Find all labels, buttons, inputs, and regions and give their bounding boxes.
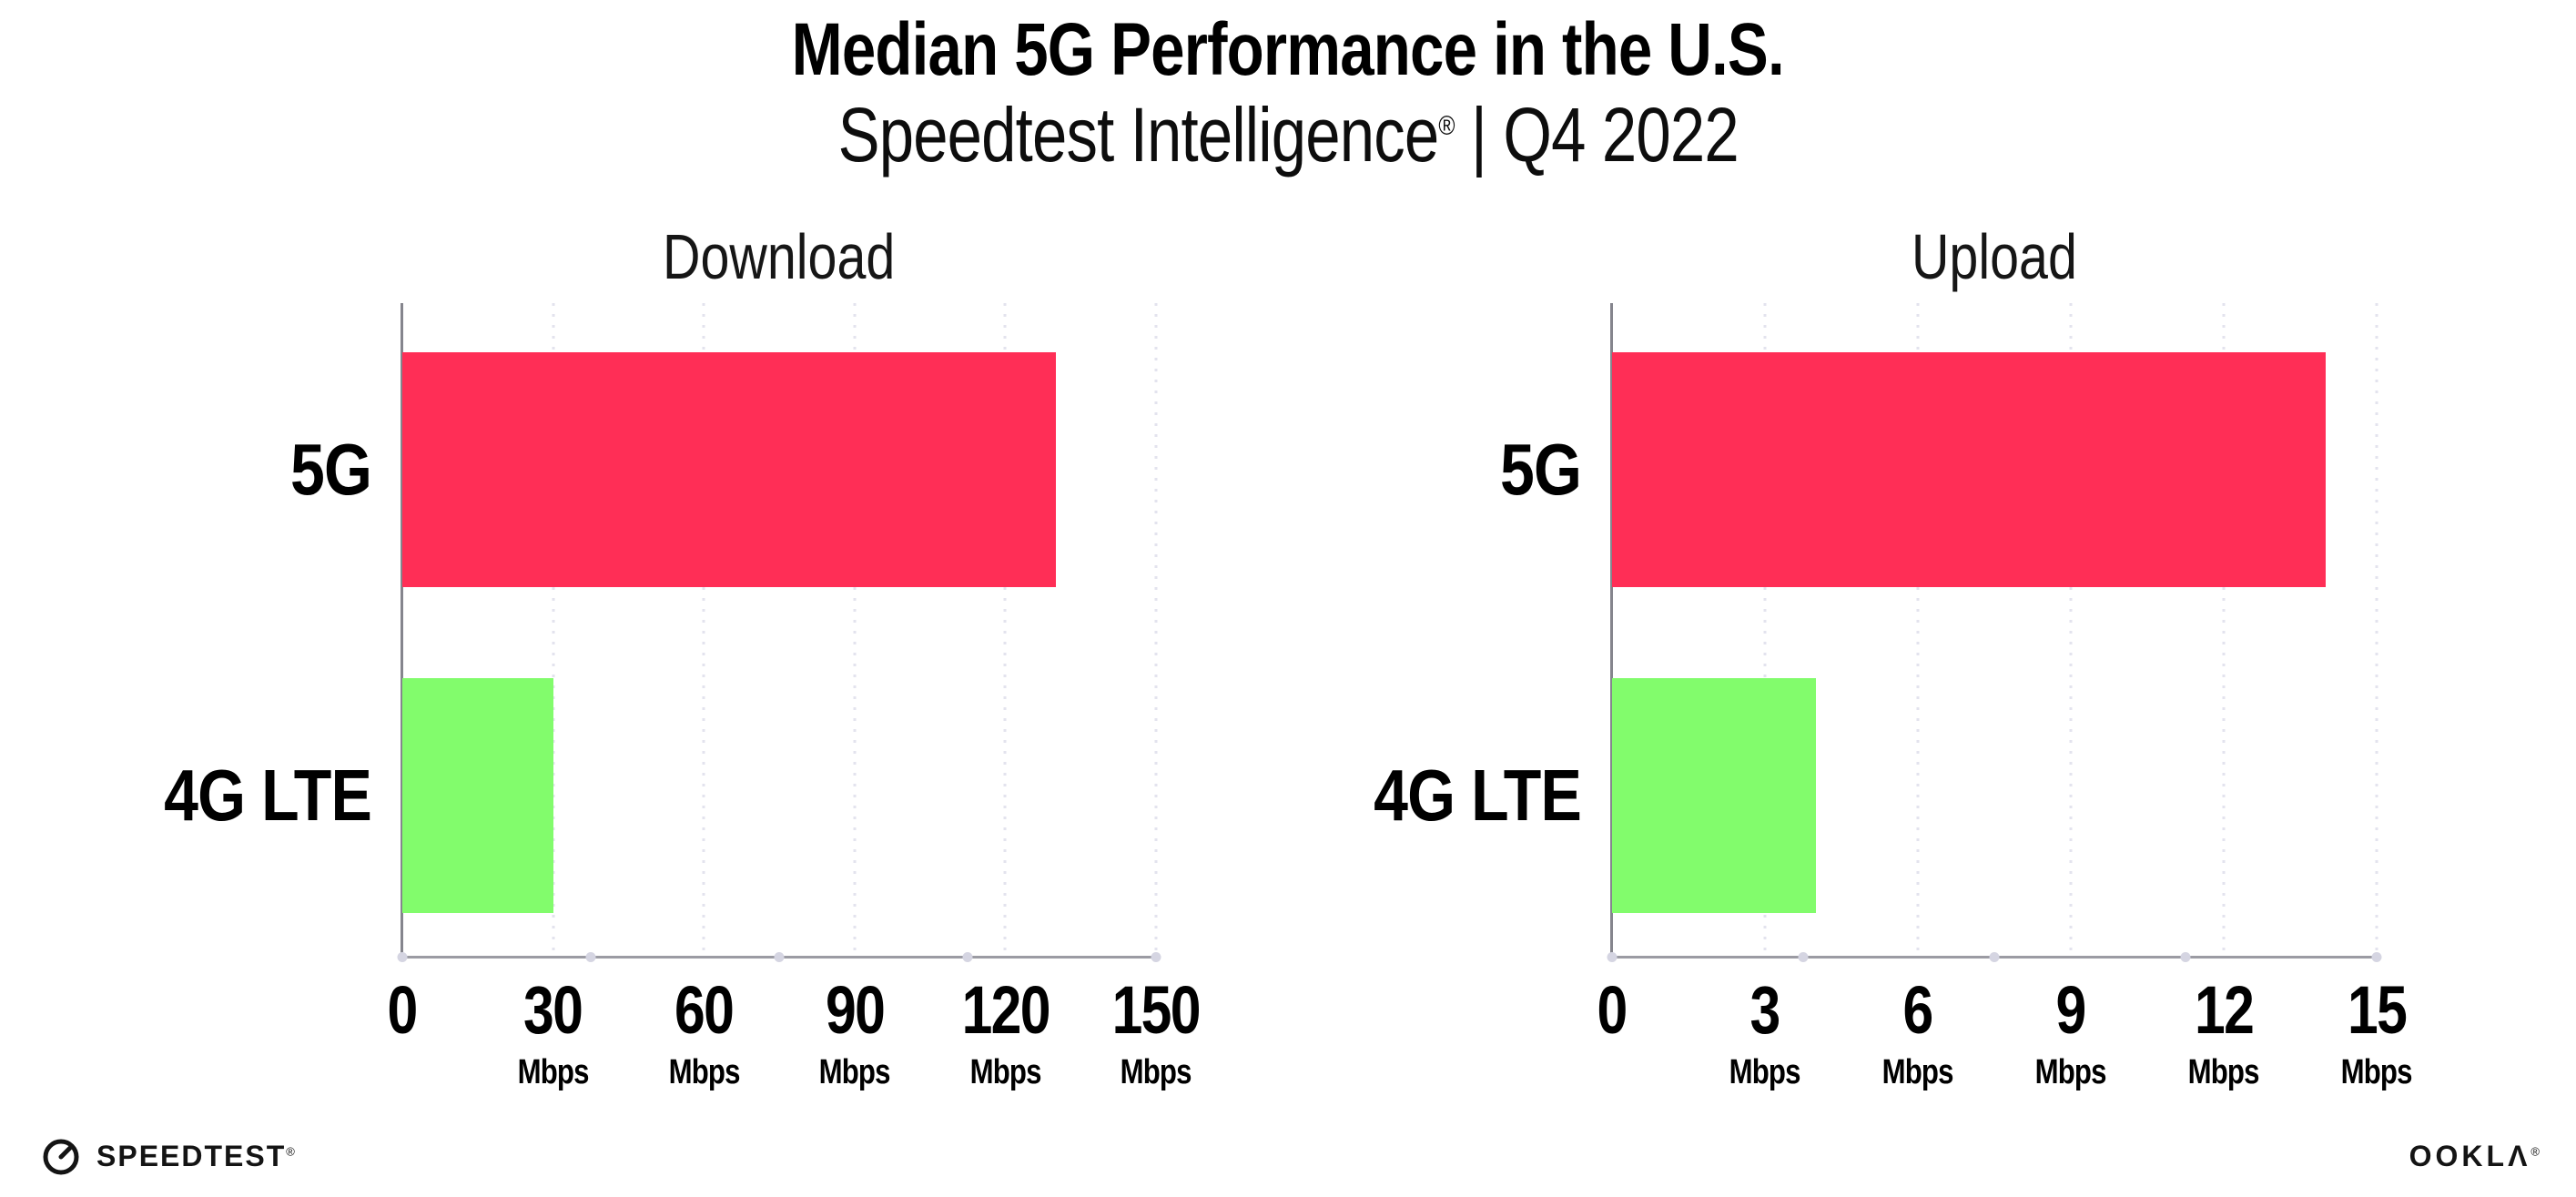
chart-title-download: Download: [663, 221, 896, 292]
x-tick-value: 6: [1902, 972, 1934, 1048]
gridline-30: [552, 303, 555, 956]
x-tick-value: 0: [387, 972, 419, 1048]
x-tick-unit: Mbps: [969, 1053, 1041, 1091]
y-axis-line: [401, 303, 403, 959]
gridline-12: [2222, 303, 2226, 956]
category-label-4g-lte: 4G LTE: [164, 755, 372, 836]
x-tick-value: 12: [2194, 972, 2255, 1048]
gridline-150: [1154, 303, 1158, 956]
category-label-5g: 5G: [1499, 429, 1582, 510]
registered-mark: ®: [1438, 111, 1455, 141]
plot-upload: 5G 4G LTE 0 3 Mbps 6 Mbps 9 Mbps 12 Mbps 15 Mbps: [1374, 303, 2413, 1090]
x-tick-value: 90: [825, 972, 886, 1048]
x-tick-value: 150: [1111, 972, 1202, 1048]
x-tick-value: 120: [961, 972, 1050, 1048]
gridline-9: [2069, 303, 2073, 956]
x-tick-value: 9: [2055, 972, 2087, 1048]
axis-tick-dot: [962, 952, 973, 962]
bar-download-5g: [402, 352, 1056, 587]
axis-tick-dot: [1798, 952, 1809, 962]
speedtest-logo: SPEEDTEST®: [40, 1135, 297, 1177]
gridline-6: [1916, 303, 1920, 956]
axis-tick-dot: [585, 952, 596, 962]
x-tick-3: 3 Mbps: [1647, 977, 1883, 1090]
gauge-icon: [43, 1139, 79, 1175]
x-tick-12: 12 Mbps: [2105, 977, 2342, 1090]
axis-tick-dot: [2371, 952, 2382, 962]
axis-tick-dot: [2180, 952, 2191, 962]
bar-upload-4g-lte: [1612, 678, 1816, 913]
x-tick-value: 0: [1597, 972, 1628, 1048]
x-tick-120: 120 Mbps: [887, 977, 1123, 1090]
x-tick-unit: Mbps: [1881, 1053, 1954, 1091]
gridline-3: [1763, 303, 1767, 956]
x-tick-unit: Mbps: [818, 1053, 891, 1091]
plot-download: 5G 4G LTE 0 30 Mbps 60 Mbps 90 Mbps 120 Mbps 150 Mbp…: [164, 303, 1202, 1090]
gridline-60: [702, 303, 705, 956]
x-tick-9: 9 Mbps: [1952, 977, 2189, 1090]
axis-tick-dot: [1607, 952, 1618, 962]
axis-tick-dot: [397, 952, 408, 962]
category-label-5g: 5G: [289, 429, 372, 510]
gridline-90: [853, 303, 857, 956]
bar-download-4g-lte: [402, 678, 553, 913]
x-tick-90: 90 Mbps: [736, 977, 973, 1090]
axis-tick-dot: [1989, 952, 2000, 962]
bar-upload-5g: [1612, 352, 2326, 587]
y-axis-line: [1610, 303, 1613, 959]
x-tick-unit: Mbps: [1120, 1053, 1192, 1091]
x-tick-unit: Mbps: [668, 1053, 740, 1091]
x-tick-value: 30: [523, 972, 583, 1048]
x-tick-0: 0: [1494, 977, 1730, 1044]
x-tick-unit: Mbps: [2340, 1053, 2413, 1091]
ookla-logo: OOKLΛ®: [2409, 1140, 2543, 1173]
gridline-120: [1003, 303, 1007, 956]
x-tick-30: 30 Mbps: [435, 977, 672, 1090]
axis-tick-dot: [1151, 952, 1161, 962]
x-tick-value: 60: [674, 972, 735, 1048]
subtitle-brand: Speedtest Intelligence: [837, 92, 1439, 178]
category-label-4g-lte: 4G LTE: [1374, 755, 1582, 836]
x-tick-unit: Mbps: [1729, 1053, 1801, 1091]
page-subtitle: Speedtest Intelligence® | Q4 2022: [0, 91, 2576, 179]
gridline-15: [2375, 303, 2378, 956]
page-title: Median 5G Performance in the U.S.: [0, 7, 2576, 93]
x-tick-15: 15 Mbps: [2258, 977, 2495, 1090]
speedtest-trademark: ®: [286, 1143, 297, 1158]
speedtest-wordmark: SPEEDTEST®: [96, 1139, 297, 1172]
x-tick-unit: Mbps: [517, 1053, 590, 1091]
subtitle-period: | Q4 2022: [1454, 92, 1739, 178]
ookla-trademark: ®: [2530, 1144, 2543, 1159]
axis-tick-dot: [774, 952, 785, 962]
ookla-wordmark: OOKLΛ: [2409, 1140, 2531, 1172]
x-tick-60: 60 Mbps: [585, 977, 822, 1090]
chart-title-upload: Upload: [1912, 221, 2077, 292]
x-tick-0: 0: [284, 977, 521, 1044]
x-tick-unit: Mbps: [2187, 1053, 2260, 1091]
page-title-text: Median 5G Performance in the U.S.: [791, 8, 1785, 91]
x-tick-150: 150 Mbps: [1038, 977, 1274, 1090]
x-tick-value: 15: [2347, 972, 2408, 1048]
x-tick-6: 6 Mbps: [1800, 977, 2036, 1090]
x-tick-value: 3: [1749, 972, 1781, 1048]
x-tick-unit: Mbps: [2034, 1053, 2107, 1091]
